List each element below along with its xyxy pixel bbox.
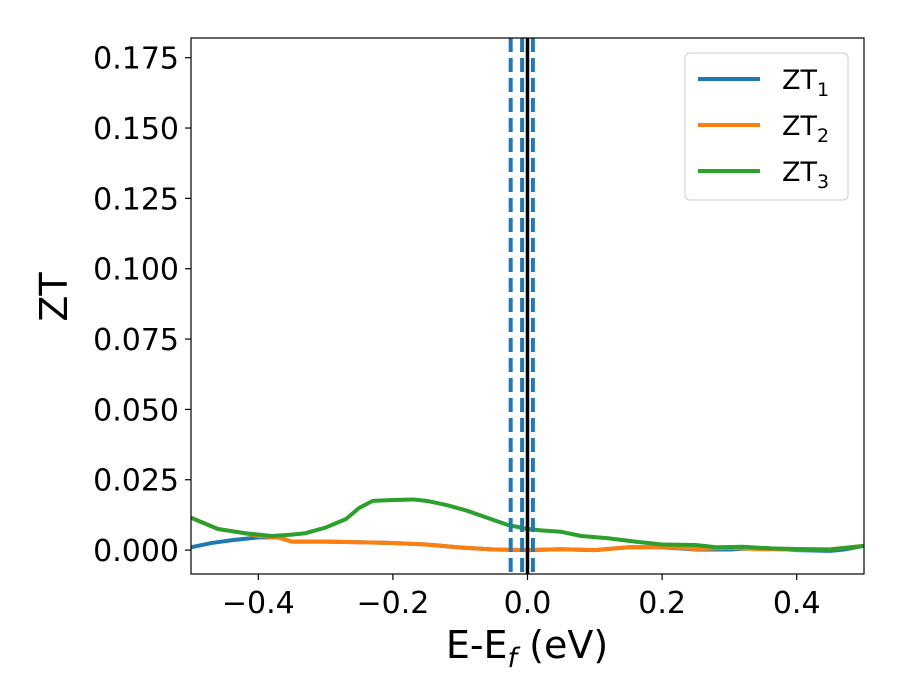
legend: ZT1 ZT2 ZT3 [684, 52, 849, 201]
series-line-zt3 [191, 497, 864, 552]
x-tick-label: 0.2 [638, 586, 686, 621]
x-axis-ticks: −0.4 −0.2 0.0 0.2 0.4 [222, 574, 821, 621]
x-tick-label: 0.0 [504, 586, 552, 621]
legend-label-zt3: ZT3 [782, 157, 829, 193]
y-tick-label: 0.150 [93, 112, 179, 147]
y-tick-label: 0.025 [93, 464, 179, 499]
y-tick-label: 0.175 [93, 42, 179, 77]
x-axis-title-unit: (eV) [517, 623, 608, 667]
x-axis-title-main: E-E [446, 623, 508, 667]
legend-label-zt2: ZT2 [782, 111, 829, 147]
y-axis-ticks: 0.000 0.025 0.050 0.075 0.100 0.125 0.150 0.175 [93, 42, 191, 569]
reference-lines [508, 38, 535, 574]
x-tick-label: 0.4 [773, 586, 821, 621]
y-tick-label: 0.100 [93, 253, 179, 288]
y-axis-title: ZT [32, 272, 76, 322]
legend-box [684, 52, 849, 201]
legend-label-zt1: ZT1 [782, 65, 829, 101]
x-tick-label: −0.4 [222, 586, 295, 621]
y-tick-label: 0.050 [93, 393, 179, 428]
y-tick-label: 0.075 [93, 323, 179, 358]
y-tick-label: 0.125 [93, 182, 179, 217]
x-axis-title: E-Ef (eV) [446, 623, 608, 674]
y-tick-label: 0.000 [93, 534, 179, 569]
x-tick-label: −0.2 [356, 586, 429, 621]
